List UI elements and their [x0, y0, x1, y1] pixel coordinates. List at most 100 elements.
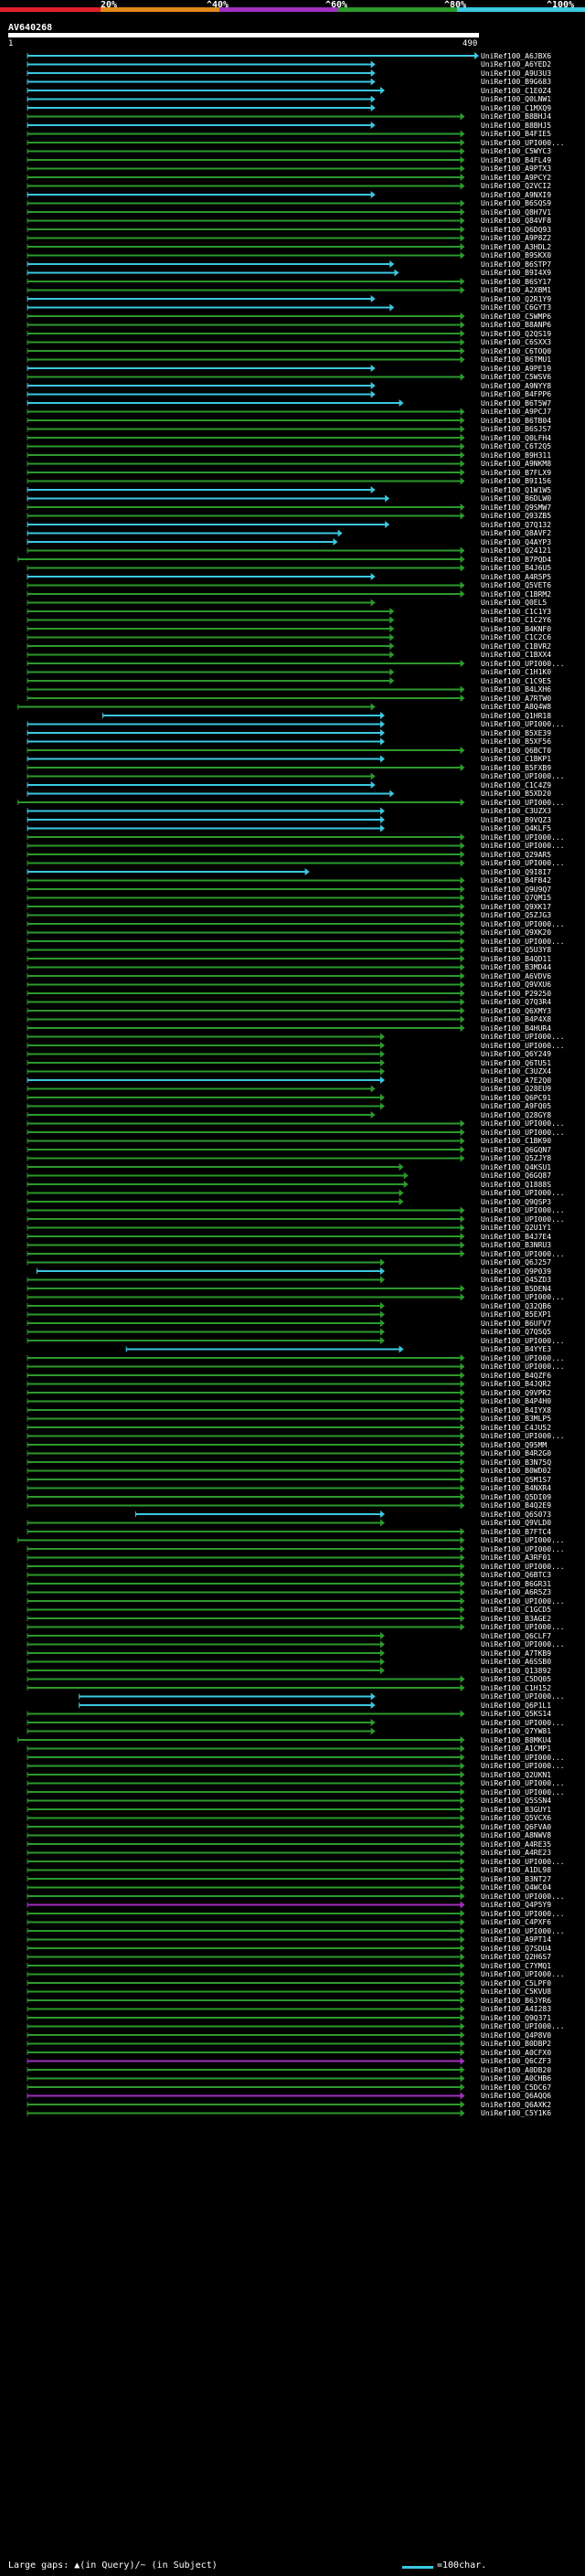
hit-label[interactable]: UniRef100_Q2UKN1	[481, 1770, 552, 1779]
hit-label[interactable]: UniRef100_B4FIE5	[481, 130, 552, 138]
hit-label[interactable]: UniRef100_C1E0Z4	[481, 86, 552, 95]
hit-alignment[interactable]	[27, 1823, 465, 1830]
hit-label[interactable]: UniRef100_UPI000...	[481, 832, 565, 842]
hit-label[interactable]: UniRef100_Q2VCI2	[481, 182, 552, 190]
hit-alignment[interactable]	[27, 885, 465, 893]
hit-alignment[interactable]	[27, 60, 376, 69]
hit-alignment[interactable]	[27, 1875, 465, 1882]
hit-label[interactable]: UniRef100_C5WMP6	[481, 312, 552, 321]
hit-alignment[interactable]	[27, 1224, 465, 1232]
hit-label[interactable]: UniRef100_Q7YW81	[481, 1727, 552, 1735]
hit-alignment[interactable]	[27, 1372, 465, 1379]
hit-label[interactable]: UniRef100_A4R5P5	[481, 572, 552, 581]
hit-label[interactable]: UniRef100_UPI000...	[481, 1293, 565, 1301]
hit-alignment[interactable]	[27, 1206, 465, 1214]
hit-alignment[interactable]	[27, 521, 390, 528]
hit-alignment[interactable]	[27, 1997, 465, 2004]
hit-label[interactable]: UniRef100_B4NXR4	[481, 1484, 552, 1492]
hit-label[interactable]: UniRef100_Q6CZF3	[481, 2057, 552, 2065]
hit-label[interactable]: UniRef100_Q5VET6	[481, 581, 552, 589]
hit-label[interactable]: UniRef100_C6GYT3	[481, 303, 552, 312]
hit-label[interactable]: UniRef100_C5DQ05	[481, 1675, 552, 1683]
hit-label[interactable]: UniRef100_B5DEN4	[481, 1284, 552, 1293]
hit-label[interactable]: UniRef100_Q5U3Y8	[481, 946, 552, 954]
hit-alignment[interactable]	[27, 1945, 465, 1952]
hit-alignment[interactable]	[27, 920, 465, 928]
hit-label[interactable]: UniRef100_B4YYE3	[481, 1345, 552, 1353]
hit-label[interactable]: UniRef100_B4Q2E9	[481, 1501, 552, 1510]
hit-label[interactable]: UniRef100_C1GCD5	[481, 1606, 552, 1614]
hit-alignment[interactable]	[27, 1953, 465, 1961]
hit-label[interactable]: UniRef100_B6STP7	[481, 260, 552, 269]
hit-alignment[interactable]	[27, 790, 395, 798]
hit-alignment[interactable]	[27, 1667, 385, 1674]
hit-alignment[interactable]	[27, 1389, 465, 1396]
hit-label[interactable]: UniRef100_C1BK90	[481, 1137, 552, 1145]
hit-label[interactable]: UniRef100_A9U3U3	[481, 69, 552, 78]
hit-alignment[interactable]	[27, 1528, 465, 1535]
hit-alignment[interactable]	[27, 694, 465, 702]
hit-alignment[interactable]	[79, 1701, 376, 1709]
hit-label[interactable]: UniRef100_Q9I8I7	[481, 867, 552, 876]
hit-label[interactable]: UniRef100_Q45ZD3	[481, 1276, 552, 1284]
hit-label[interactable]: UniRef100_C5WYC3	[481, 147, 552, 155]
hit-label[interactable]: UniRef100_Q1888S	[481, 1180, 552, 1189]
hit-alignment[interactable]	[27, 1406, 465, 1414]
hit-label[interactable]: UniRef100_A0CHB6	[481, 2074, 552, 2083]
hit-alignment[interactable]	[27, 477, 465, 485]
hit-alignment[interactable]	[27, 1806, 465, 1813]
hit-label[interactable]: UniRef100_UPI000...	[481, 1353, 565, 1362]
hit-alignment[interactable]	[27, 972, 465, 980]
hit-label[interactable]: UniRef100_B6JYR6	[481, 1996, 552, 2005]
hit-label[interactable]: UniRef100_A9PTX3	[481, 164, 552, 173]
hit-label[interactable]: UniRef100_UPI000...	[481, 1787, 565, 1797]
hit-alignment[interactable]	[27, 1563, 465, 1570]
hit-alignment[interactable]	[27, 1111, 376, 1118]
hit-alignment[interactable]	[27, 390, 376, 398]
hit-alignment[interactable]	[27, 824, 385, 832]
hit-label[interactable]: UniRef100_B4HUR4	[481, 1023, 552, 1033]
hit-alignment[interactable]	[27, 1310, 385, 1319]
hit-label[interactable]: UniRef100_UPI000...	[481, 1214, 565, 1224]
hit-alignment[interactable]	[27, 1215, 465, 1223]
hit-alignment[interactable]	[27, 52, 479, 59]
hit-label[interactable]: UniRef100_UPI000...	[481, 1718, 565, 1727]
hit-label[interactable]: UniRef100_UPI000...	[481, 659, 565, 668]
hit-alignment[interactable]	[36, 1267, 385, 1275]
hit-alignment[interactable]	[27, 599, 376, 607]
hit-alignment[interactable]	[27, 1493, 465, 1500]
hit-alignment[interactable]	[27, 1285, 465, 1292]
hit-alignment[interactable]	[27, 1719, 376, 1726]
hit-label[interactable]: UniRef100_Q13892	[481, 1666, 552, 1675]
hit-alignment[interactable]	[27, 1623, 465, 1631]
hit-label[interactable]: UniRef100_UPI000...	[481, 1892, 565, 1901]
hit-label[interactable]: UniRef100_B3MD44	[481, 963, 552, 971]
hit-label[interactable]: UniRef100_B3AGE2	[481, 1614, 552, 1623]
hit-label[interactable]: UniRef100_B8MKU4	[481, 1735, 552, 1744]
hit-label[interactable]: UniRef100_C5DC67	[481, 2083, 552, 2092]
hit-alignment[interactable]	[27, 1102, 385, 1110]
hit-alignment[interactable]	[27, 1762, 465, 1770]
hit-label[interactable]: UniRef100_Q1W1W5	[481, 485, 552, 494]
hit-label[interactable]: UniRef100_B4LXH6	[481, 685, 552, 694]
hit-alignment[interactable]	[27, 382, 376, 389]
hit-alignment[interactable]	[27, 104, 376, 111]
hit-label[interactable]: UniRef100_C1C1Y3	[481, 607, 552, 616]
hit-label[interactable]: UniRef100_Q6XMY3	[481, 1006, 552, 1015]
hit-alignment[interactable]	[27, 1935, 465, 1944]
hit-alignment[interactable]	[27, 1754, 465, 1761]
hit-alignment[interactable]	[27, 469, 465, 476]
hit-label[interactable]: UniRef100_A6R5Z3	[481, 1588, 552, 1596]
hit-label[interactable]: UniRef100_C6SXX3	[481, 338, 552, 346]
hit-alignment[interactable]	[27, 243, 465, 250]
hit-alignment[interactable]	[27, 1962, 465, 1969]
hit-alignment[interactable]	[27, 1918, 465, 1926]
hit-alignment[interactable]	[27, 633, 395, 641]
hit-label[interactable]: UniRef100_A9NYY8	[481, 381, 552, 390]
hit-alignment[interactable]	[27, 1076, 385, 1084]
hit-label[interactable]: UniRef100_A1DL98	[481, 1866, 552, 1874]
hit-label[interactable]: UniRef100_B7PQD4	[481, 555, 552, 564]
hit-alignment[interactable]	[27, 1866, 465, 1874]
hit-label[interactable]: UniRef100_UPI000...	[481, 859, 565, 867]
hit-label[interactable]: UniRef100_B8BHJ5	[481, 121, 552, 130]
